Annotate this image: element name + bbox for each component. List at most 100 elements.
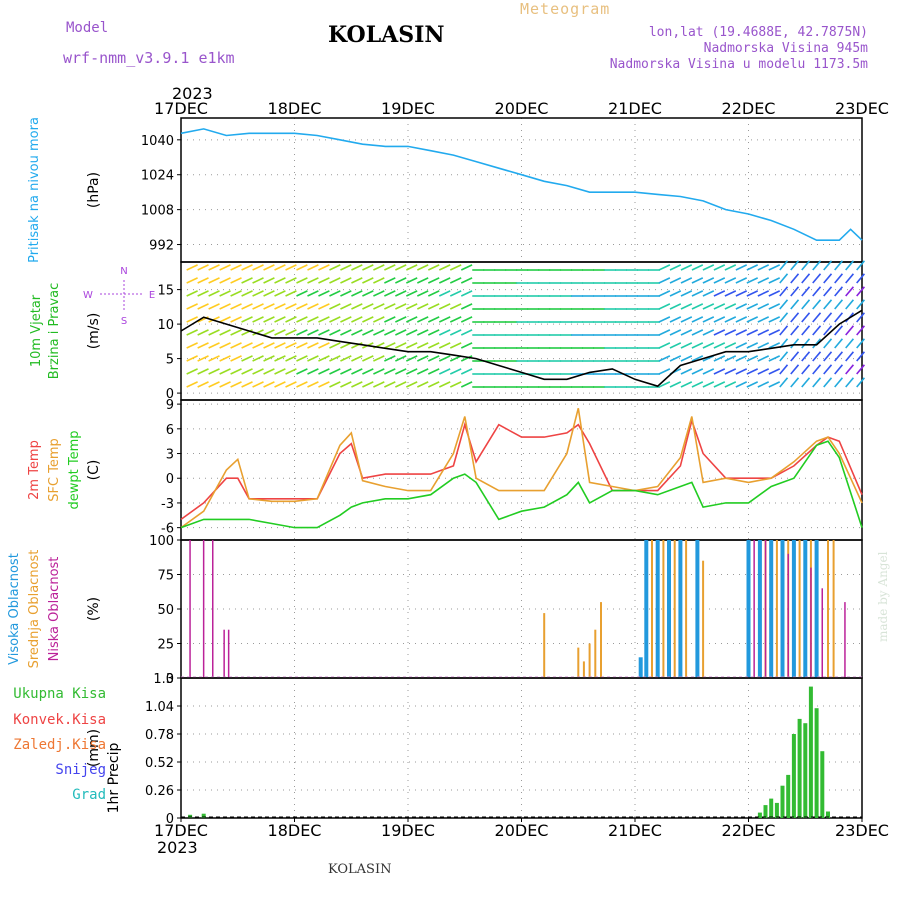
wind-barbs [186, 260, 866, 388]
wind-barb [395, 264, 407, 271]
wind-barb [318, 355, 330, 362]
y-tick-label: 0 [166, 472, 174, 487]
wind-barb [208, 290, 220, 297]
wind-barb [812, 286, 822, 297]
wind-barb [735, 290, 748, 297]
wind-barb [296, 290, 308, 297]
wind-barb [713, 381, 726, 388]
wind-barb [340, 303, 352, 310]
wind-barb [823, 273, 833, 284]
wind-barb [735, 368, 748, 375]
wind-barb [285, 290, 297, 297]
wind-barb [680, 316, 693, 323]
wind-barb [197, 368, 209, 375]
wind-barb [691, 355, 704, 362]
wind-barb [329, 264, 341, 271]
precip-bar [201, 813, 206, 818]
wind-barb [285, 355, 297, 362]
cloud-bar [791, 540, 796, 678]
wind-barb [318, 329, 330, 336]
wind-barb [285, 303, 297, 310]
wind-barb [713, 277, 726, 284]
wind-barb [351, 316, 363, 323]
wind-barb [252, 342, 264, 349]
precip-ylabel: 1hr Precip [106, 743, 122, 814]
wind-barb [318, 342, 330, 349]
compass-north: N [120, 266, 127, 277]
wind-barb [735, 303, 748, 310]
wind-barb [460, 368, 473, 375]
meteogram-label: Meteogram [520, 0, 611, 18]
wind-barb [373, 368, 385, 375]
wind-barb [746, 329, 759, 336]
cloud-bar [780, 540, 785, 678]
wind-barb [438, 381, 451, 388]
wind-barb [845, 351, 855, 362]
wind-barb [669, 355, 682, 362]
wind-barb [307, 264, 319, 271]
wind-barb [735, 342, 748, 349]
wind-barb [318, 381, 330, 388]
wind-barb [449, 277, 462, 284]
wind-barb [680, 303, 693, 310]
wind-barb [658, 303, 671, 310]
wind-barb [702, 381, 715, 388]
wind-barb [658, 277, 671, 284]
wind-barb [460, 355, 473, 362]
wind-barb [241, 277, 253, 284]
wind-barb [757, 264, 770, 271]
wind-barb [296, 342, 308, 349]
wind-barb [384, 264, 396, 271]
cloud-bar [769, 540, 774, 678]
wind-barb [230, 355, 242, 362]
footer-station: KOLASIN [328, 862, 392, 877]
wind-barb [658, 368, 671, 375]
cloud-bar [803, 540, 808, 678]
cloud-bar [673, 540, 676, 678]
wind-barb [340, 381, 352, 388]
wind-barb [263, 316, 275, 323]
wind-barb [274, 316, 286, 323]
wind-barb [416, 277, 429, 284]
y-tick-label: 75 [157, 569, 174, 584]
cloud-bar [821, 588, 823, 678]
cloud-bar [543, 613, 546, 678]
cloud-bar [827, 540, 829, 678]
cloud-ylabel-1: Srednja Oblacnost [27, 550, 42, 669]
wind-barb [658, 329, 671, 336]
y-tick-label: 0 [166, 387, 174, 402]
wind-barb [373, 290, 385, 297]
wind-barb [263, 368, 275, 375]
wind-barb [801, 377, 811, 388]
wind-barb [460, 316, 473, 323]
wind-barb [669, 303, 682, 310]
wind-barb [263, 342, 275, 349]
x-tick-label-bottom: 20DEC [495, 821, 549, 840]
cloud-bar [757, 540, 762, 678]
wind-barb [812, 312, 822, 323]
cloud-bar [662, 540, 665, 678]
wind-barb [384, 303, 396, 310]
y-tick-label: 1024 [141, 169, 174, 184]
wind-barb [713, 264, 726, 271]
y-tick-label: 1040 [141, 134, 174, 149]
cloud-bar [655, 540, 660, 678]
wind-barb [823, 377, 833, 388]
wind-barb [790, 299, 800, 310]
wind-barb [724, 290, 737, 297]
wind-barb [274, 290, 286, 297]
wind-barb [812, 325, 822, 336]
wind-barb [460, 290, 473, 297]
year-label-bottom: 2023 [157, 838, 198, 857]
wind-barb [724, 355, 737, 362]
wind-barb [735, 316, 748, 323]
wind-barb [252, 303, 264, 310]
wind-barb [362, 355, 374, 362]
wind-barb [856, 351, 866, 362]
wind-barb [724, 329, 737, 336]
wind-barb [691, 368, 704, 375]
wind-barb [362, 316, 374, 323]
wind-barb [340, 329, 352, 336]
cloud-ylabel-0: Visoka Oblacnost [7, 553, 22, 665]
